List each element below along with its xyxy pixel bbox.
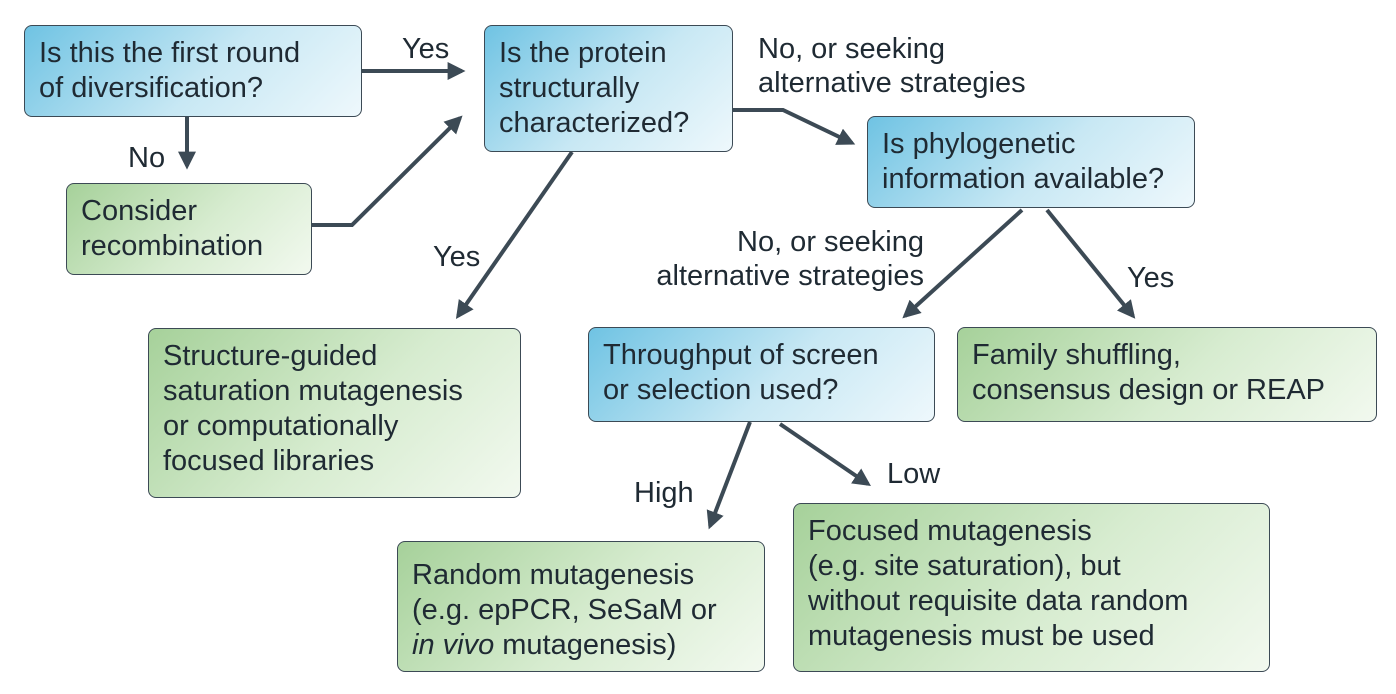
- label-no-structural: No, or seeking alternative strategies: [758, 32, 1026, 100]
- arrow-throughput-to-focused: [778, 422, 871, 487]
- random-line-1: Random mutagenesis: [412, 559, 695, 591]
- recombination-line-1: Consider: [81, 195, 198, 227]
- outcome-random-mutagenesis: Random mutagenesis (e.g. epPCR, SeSaM or…: [397, 541, 765, 672]
- no-phylogenetic-line-2: alternative strategies: [656, 260, 924, 292]
- random-line-3-rest: mutagenesis): [494, 629, 677, 661]
- label-no-first: No: [128, 142, 166, 174]
- arrow-structural-to-phylogenetic: [733, 108, 856, 145]
- phylogenetic-line-1: Is phylogenetic: [882, 128, 1076, 160]
- first-round-line-2: of diversification?: [39, 72, 264, 104]
- structural-line-2: structurally: [499, 72, 640, 104]
- random-line-2: (e.g. epPCR, SeSaM or: [412, 594, 717, 626]
- arrow-phylogenetic-to-family: [1045, 208, 1136, 319]
- no-structural-line-2: alternative strategies: [758, 67, 1026, 99]
- decision-first-round: Is this the first round of diversificati…: [24, 25, 362, 117]
- no-phylogenetic-line-1: No, or seeking: [737, 226, 924, 258]
- focused-line-4: mutagenesis must be used: [808, 620, 1155, 652]
- decision-phylogenetic-info: Is phylogenetic information available?: [867, 116, 1195, 208]
- arrow-recombination-to-structural: [312, 115, 463, 227]
- first-round-line-1: Is this the first round: [39, 37, 301, 69]
- decision-throughput: Throughput of screen or selection used?: [588, 327, 935, 422]
- outcome-family-shuffling: Family shuffling, consensus design or RE…: [957, 327, 1377, 422]
- label-low: Low: [887, 458, 941, 490]
- arrow-phylogenetic-to-throughput: [902, 208, 1024, 319]
- structure-guided-line-4: focused libraries: [163, 445, 375, 477]
- arrow-throughput-to-random: [706, 421, 752, 530]
- focused-line-3: without requisite data random: [808, 585, 1189, 617]
- label-yes-structural: Yes: [433, 241, 481, 273]
- structure-guided-line-2: saturation mutagenesis: [163, 375, 463, 407]
- outcome-structure-guided: Structure-guided saturation mutagenesis …: [148, 328, 521, 498]
- family-shuffling-line-2: consensus design or REAP: [972, 374, 1326, 406]
- phylogenetic-line-2: information available?: [882, 163, 1165, 195]
- throughput-line-1: Throughput of screen: [603, 339, 879, 371]
- throughput-line-2: or selection used?: [603, 374, 839, 406]
- structural-line-1: Is the protein: [499, 37, 667, 69]
- label-yes-first: Yes: [402, 33, 450, 65]
- random-line-3: in vivo mutagenesis): [412, 628, 750, 663]
- label-high: High: [634, 477, 694, 509]
- arrow-structural-to-structure-guided: [455, 150, 574, 319]
- decision-structurally-characterized: Is the protein structurally characterize…: [484, 25, 733, 152]
- focused-line-2: (e.g. site saturation), but: [808, 550, 1121, 582]
- family-shuffling-line-1: Family shuffling,: [972, 339, 1181, 371]
- no-structural-line-1: No, or seeking: [758, 33, 945, 65]
- structure-guided-line-3: or computationally: [163, 410, 399, 442]
- focused-line-1: Focused mutagenesis: [808, 515, 1092, 547]
- structural-line-3: characterized?: [499, 107, 690, 139]
- label-no-phylogenetic: No, or seeking alternative strategies: [612, 225, 924, 293]
- outcome-focused-mutagenesis: Focused mutagenesis (e.g. site saturatio…: [793, 503, 1270, 672]
- label-yes-phylogenetic: Yes: [1127, 262, 1175, 294]
- random-italic-in-vivo: in vivo: [412, 629, 495, 661]
- outcome-consider-recombination: Consider recombination: [66, 183, 312, 275]
- structure-guided-line-1: Structure-guided: [163, 340, 378, 372]
- recombination-line-2: recombination: [81, 230, 264, 262]
